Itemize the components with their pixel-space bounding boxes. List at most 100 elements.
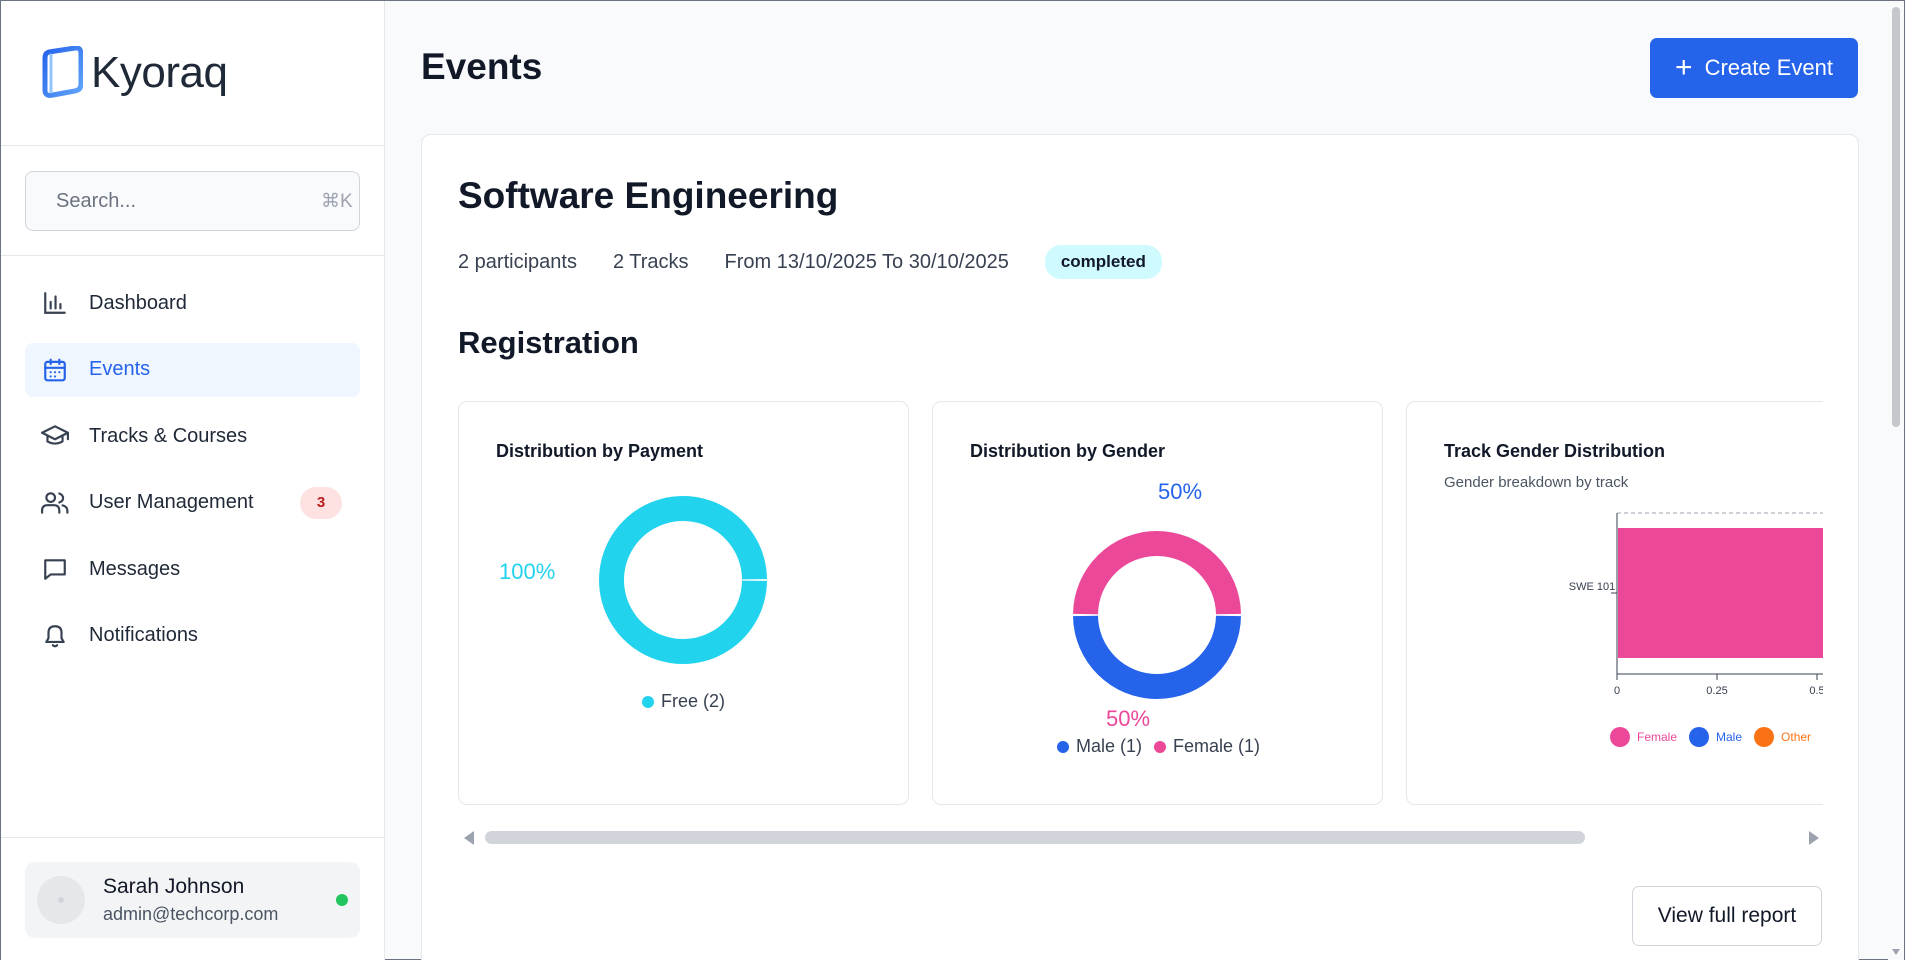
- payment-donut-chart: 100%: [499, 496, 767, 664]
- donut-slice[interactable]: [599, 496, 767, 664]
- scroll-right-arrow-icon[interactable]: [1809, 831, 1819, 845]
- legend-item-male: Male (1): [1057, 736, 1142, 757]
- status-badge: completed: [1044, 245, 1162, 279]
- view-full-report-button[interactable]: View full report: [1632, 886, 1822, 946]
- user-avatar-icon: [58, 897, 64, 903]
- legend-dot: [1610, 727, 1630, 747]
- slice-percent-label-male: 50%: [1158, 479, 1202, 504]
- gender-legend: Male (1) Female (1): [1057, 736, 1272, 757]
- legend-label: Female: [1637, 730, 1678, 744]
- brand-logo[interactable]: Kyoraq: [1, 1, 384, 146]
- sidebar-nav: Dashboard Events Tracks & Courses User M…: [1, 256, 384, 663]
- chart-title: Distribution by Gender: [970, 441, 1166, 461]
- x-tick-label: 0: [1614, 685, 1620, 697]
- registration-section-title: Registration: [458, 325, 639, 360]
- brand-name: Kyoraq: [91, 48, 228, 97]
- legend-item-female: Female (1): [1154, 736, 1260, 757]
- legend-item-female: Female: [1610, 727, 1677, 747]
- legend-label: Other: [1781, 730, 1812, 744]
- message-square-icon: [41, 555, 69, 583]
- tracks-count: 2 Tracks: [612, 250, 689, 273]
- sidebar-item-label: Notifications: [89, 624, 198, 646]
- event-dates: From 13/10/2025 To 30/10/2025: [724, 250, 1009, 273]
- legend-dot: [1057, 740, 1069, 753]
- legend-item-male: Male: [1689, 727, 1742, 747]
- online-status-indicator: [336, 894, 348, 906]
- legend-label: Male: [1716, 730, 1743, 744]
- bell-icon: [41, 622, 69, 650]
- user-management-count-badge: 3: [300, 486, 342, 519]
- page-vertical-scrollbar[interactable]: [1888, 1, 1904, 960]
- track-gender-bar-chart: SWE 101 0 0.25 0.5: [1569, 512, 1823, 697]
- participants-count: 2 participants: [458, 250, 577, 273]
- sidebar-item-messages[interactable]: Messages: [25, 542, 360, 596]
- sidebar-item-label: Events: [89, 358, 151, 380]
- gender-chart-card: Distribution by Gender 50% 50% Male (1) …: [932, 401, 1383, 805]
- payment-legend: Free (2): [642, 691, 737, 712]
- avatar: [37, 876, 85, 924]
- legend-dot: [1154, 740, 1167, 753]
- y-tick-label: SWE 101: [1569, 581, 1615, 593]
- chart-title: Distribution by Payment: [496, 441, 704, 461]
- charts-carousel[interactable]: Distribution by Payment 100% Free (2) Di…: [458, 401, 1823, 807]
- user-info: Sarah Johnson admin@techcorp.com: [103, 875, 278, 925]
- plus-icon: +: [1675, 51, 1693, 84]
- sidebar-item-notifications[interactable]: Notifications: [25, 609, 360, 663]
- track-gender-chart-card: Track Gender Distribution Gender breakdo…: [1406, 401, 1823, 805]
- sidebar-item-tracks-courses[interactable]: Tracks & Courses: [25, 409, 360, 463]
- legend-label: Male (1): [1076, 736, 1143, 756]
- user-email: admin@techcorp.com: [103, 904, 279, 924]
- chart-subtitle: Gender breakdown by track: [1444, 474, 1629, 491]
- sidebar-item-events[interactable]: Events: [25, 342, 360, 397]
- bar-chart-icon: [41, 289, 69, 317]
- sidebar-item-label: Messages: [89, 557, 181, 580]
- x-tick-label: 0.25: [1706, 685, 1727, 697]
- x-tick-label: 0.5: [1809, 685, 1823, 697]
- payment-chart-card: Distribution by Payment 100% Free (2): [458, 401, 909, 805]
- legend-item-other: Other: [1754, 727, 1811, 747]
- create-event-button[interactable]: + Create Event: [1650, 38, 1858, 98]
- event-meta: 2 participants 2 Tracks From 13/10/2025 …: [458, 245, 1162, 279]
- legend-label: Free (2): [661, 691, 726, 711]
- page-title: Events: [421, 46, 543, 87]
- graduation-cap-icon: [41, 422, 69, 450]
- sidebar: Kyoraq ⌘K Dashboard Events Tracks & Cour…: [1, 1, 385, 960]
- bar-female[interactable]: [1618, 528, 1823, 658]
- chart-title: Track Gender Distribution: [1444, 441, 1666, 461]
- sidebar-item-label: Dashboard: [89, 291, 187, 314]
- legend-item-free: Free (2): [642, 691, 725, 712]
- sidebar-item-user-management[interactable]: User Management 3: [25, 476, 360, 530]
- sidebar-item-dashboard[interactable]: Dashboard: [25, 276, 360, 330]
- track-gender-legend: Female Male Other: [1610, 727, 1823, 747]
- user-profile-card[interactable]: Sarah Johnson admin@techcorp.com: [25, 862, 360, 938]
- page-scrollbar-thumb[interactable]: [1892, 7, 1900, 427]
- legend-dot: [642, 695, 654, 708]
- legend-dot: [1754, 727, 1775, 747]
- user-name: Sarah Johnson: [103, 875, 245, 898]
- main-content: Events + Create Event Software Engineeri…: [386, 1, 1886, 960]
- search-box[interactable]: ⌘K: [25, 171, 360, 231]
- users-icon: [41, 489, 69, 517]
- event-title: Software Engineering: [458, 175, 839, 216]
- charts-horizontal-scrollbar[interactable]: [458, 829, 1823, 845]
- search-shortcut: ⌘K: [321, 190, 353, 212]
- scroll-left-arrow-icon[interactable]: [464, 831, 474, 845]
- search-section: ⌘K: [1, 146, 384, 256]
- legend-dot: [1689, 727, 1710, 747]
- slice-percent-label-female: 50%: [1106, 706, 1150, 731]
- donut-slice[interactable]: [1073, 531, 1241, 615]
- event-card: Software Engineering 2 participants 2 Tr…: [421, 134, 1859, 960]
- sidebar-item-label: User Management: [89, 491, 254, 513]
- slice-percent-label: 100%: [499, 559, 555, 584]
- scroll-down-arrow-icon[interactable]: [1892, 949, 1900, 955]
- search-input[interactable]: [56, 189, 321, 213]
- donut-slice[interactable]: [1073, 615, 1241, 699]
- legend-label: Female (1): [1173, 736, 1261, 756]
- kyoraq-logo-icon: [42, 46, 83, 98]
- create-event-label: Create Event: [1704, 55, 1833, 80]
- scrollbar-thumb[interactable]: [485, 831, 1585, 844]
- gender-donut-chart: 50% 50%: [1073, 479, 1241, 731]
- sidebar-item-label: Tracks & Courses: [89, 424, 248, 447]
- calendar-icon: [41, 356, 69, 384]
- user-profile-area: Sarah Johnson admin@techcorp.com: [1, 837, 384, 960]
